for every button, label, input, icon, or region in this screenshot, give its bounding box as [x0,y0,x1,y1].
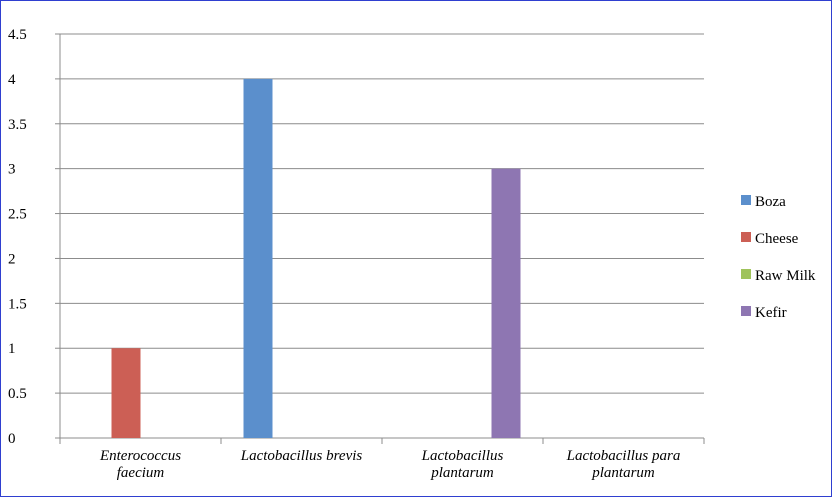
y-tick-label: 4.5 [8,27,27,43]
x-category-label: plantarum [430,465,494,481]
legend-label: Boza [755,194,786,210]
legend-swatch [741,232,751,242]
y-tick-label: 2.5 [8,207,27,223]
legend-swatch [741,269,751,279]
y-tick-label: 2 [8,251,16,267]
y-tick-label: 0 [8,431,16,447]
y-tick-label: 1.5 [8,296,27,312]
x-category-label: plantarum [591,465,655,481]
legend-swatch [741,195,751,205]
legend-label: Kefir [755,305,787,321]
x-category-label: Lactobacillus [421,448,504,464]
x-category-label: Lactobacillus brevis [240,448,363,464]
y-tick-label: 1 [8,341,16,357]
bar-kefir [491,168,521,438]
bar-cheese [111,348,141,438]
y-tick-label: 3 [8,162,16,178]
x-category-label: Lactobacillus para [566,448,681,464]
legend-label: Raw Milk [755,268,816,284]
x-category-label: faecium [117,465,165,481]
y-tick-label: 0.5 [8,386,27,402]
y-tick-label: 3.5 [8,117,27,133]
legend-swatch [741,306,751,316]
bar-boza [243,78,273,438]
x-category-label: Enterococcus [99,448,181,464]
y-tick-label: 4 [8,72,16,88]
legend-label: Cheese [755,231,799,247]
